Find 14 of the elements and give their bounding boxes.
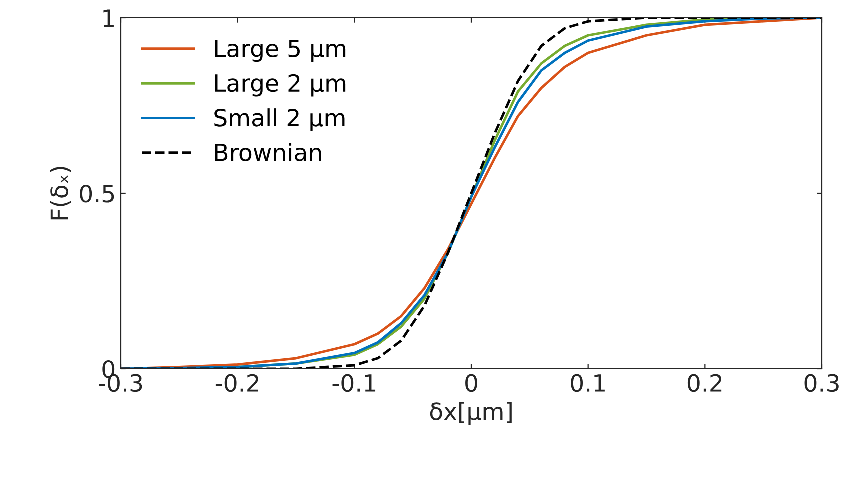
x-tick-label: 0 xyxy=(466,374,478,392)
y-tick-label: 0.5 xyxy=(80,184,114,203)
x-axis-title: δx[μm] xyxy=(430,402,512,426)
legend-label: Small 2 μm xyxy=(214,108,345,132)
x-tick-label: 0.1 xyxy=(571,374,605,392)
y-tick-label: 1 xyxy=(104,10,114,27)
x-tick-label: -0.1 xyxy=(332,374,376,392)
x-tick-label: 0.3 xyxy=(804,374,839,392)
x-tick-label: 0.2 xyxy=(688,374,722,392)
y-axis-title: F(δₓ) xyxy=(50,167,72,220)
x-tick-label: -0.2 xyxy=(216,374,259,392)
legend-label: Brownian xyxy=(215,143,322,162)
legend-label: Large 5 μm xyxy=(215,40,346,62)
legend-label: Large 2 μm xyxy=(215,74,346,97)
